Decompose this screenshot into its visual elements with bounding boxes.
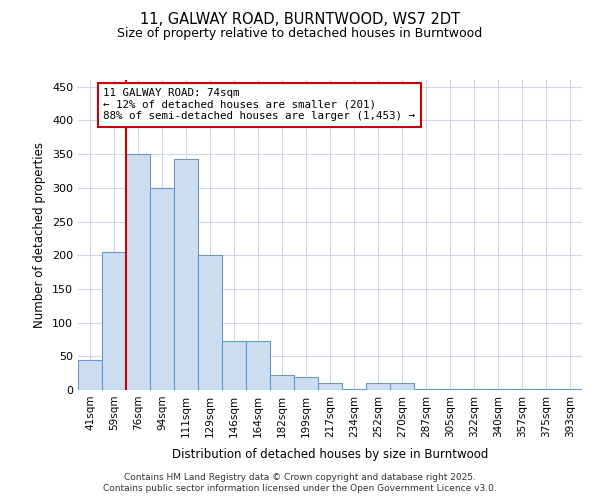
Bar [294, 376, 318, 390]
Bar [366, 384, 390, 390]
Text: Contains public sector information licensed under the Open Government Licence v3: Contains public sector information licen… [103, 484, 497, 493]
Bar [558, 388, 582, 390]
Bar [390, 384, 414, 390]
Text: 11 GALWAY ROAD: 74sqm
← 12% of detached houses are smaller (201)
88% of semi-det: 11 GALWAY ROAD: 74sqm ← 12% of detached … [103, 88, 415, 122]
Bar [270, 374, 294, 390]
X-axis label: Distribution of detached houses by size in Burntwood: Distribution of detached houses by size … [172, 448, 488, 461]
Text: Contains HM Land Registry data © Crown copyright and database right 2025.: Contains HM Land Registry data © Crown c… [124, 472, 476, 482]
Bar [318, 384, 342, 390]
Bar [78, 360, 102, 390]
Bar [198, 255, 222, 390]
Bar [246, 341, 270, 390]
Bar [414, 388, 438, 390]
Bar [102, 252, 126, 390]
Text: 11, GALWAY ROAD, BURNTWOOD, WS7 2DT: 11, GALWAY ROAD, BURNTWOOD, WS7 2DT [140, 12, 460, 28]
Bar [126, 154, 150, 390]
Bar [150, 188, 174, 390]
Text: Size of property relative to detached houses in Burntwood: Size of property relative to detached ho… [118, 28, 482, 40]
Bar [174, 159, 198, 390]
Bar [222, 341, 246, 390]
Y-axis label: Number of detached properties: Number of detached properties [34, 142, 46, 328]
